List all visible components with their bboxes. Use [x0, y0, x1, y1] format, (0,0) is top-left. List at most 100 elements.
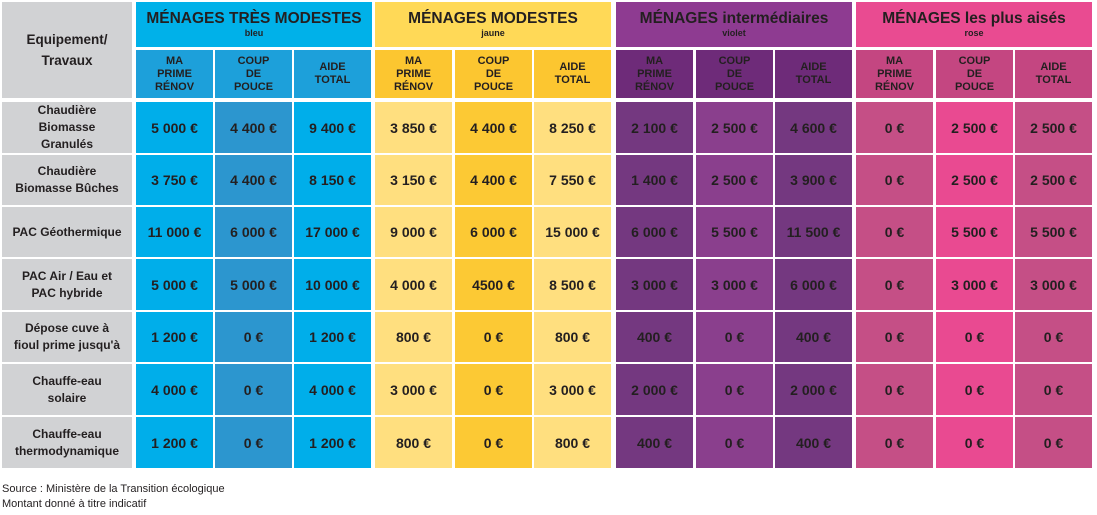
value-cell: 400 €: [616, 312, 693, 362]
value-cell: 2 500 €: [696, 155, 773, 205]
column-header-5: COUP DE POUCE: [455, 50, 532, 98]
value-cell: 0 €: [1015, 417, 1092, 468]
column-header-8: COUP DE POUCE: [696, 50, 773, 98]
column-header-10: MA PRIME RÉNOV: [856, 50, 933, 98]
value-cell: 1 200 €: [294, 417, 371, 468]
value-cell: 5 000 €: [136, 102, 213, 153]
value-cell: 11 500 €: [775, 207, 852, 257]
value-cell: 0 €: [696, 364, 773, 415]
group-header-3: MÉNAGES intermédiaires violet: [616, 2, 852, 47]
column-header-1: MA PRIME RÉNOV: [136, 50, 213, 98]
value-cell: 800 €: [534, 417, 611, 468]
value-cell: 2 500 €: [1015, 102, 1092, 153]
value-cell: 0 €: [215, 312, 292, 362]
value-cell: 0 €: [856, 207, 933, 257]
value-cell: 0 €: [215, 364, 292, 415]
value-cell: 6 000 €: [215, 207, 292, 257]
value-cell: 0 €: [856, 417, 933, 468]
value-cell: 0 €: [215, 417, 292, 468]
value-cell: 3 000 €: [696, 259, 773, 310]
row-label: PAC Air / Eau et PAC hybride: [2, 259, 132, 310]
value-cell: 7 550 €: [534, 155, 611, 205]
value-cell: 0 €: [1015, 312, 1092, 362]
value-cell: 3 000 €: [616, 259, 693, 310]
value-cell: 4 400 €: [455, 102, 532, 153]
row-label: PAC Géothermique: [2, 207, 132, 257]
value-cell: 0 €: [936, 417, 1013, 468]
value-cell: 400 €: [775, 417, 852, 468]
value-cell: 10 000 €: [294, 259, 371, 310]
value-cell: 3 000 €: [1015, 259, 1092, 310]
value-cell: 0 €: [696, 417, 773, 468]
value-cell: 800 €: [534, 312, 611, 362]
group-title: MÉNAGES les plus aisés: [882, 10, 1066, 28]
value-cell: 3 000 €: [936, 259, 1013, 310]
row-label: Chauffe-eau solaire: [2, 364, 132, 415]
row-label: Chaudière Biomasse Granulés: [2, 102, 132, 153]
value-cell: 5 000 €: [136, 259, 213, 310]
group-subtitle: jaune: [481, 27, 505, 38]
value-cell: 2 000 €: [775, 364, 852, 415]
value-cell: 2 500 €: [696, 102, 773, 153]
value-cell: 6 000 €: [616, 207, 693, 257]
value-cell: 11 000 €: [136, 207, 213, 257]
row-label: Chaudière Biomasse Bûches: [2, 155, 132, 205]
value-cell: 9 000 €: [375, 207, 452, 257]
value-cell: 0 €: [936, 312, 1013, 362]
value-cell: 5 500 €: [936, 207, 1013, 257]
column-header-6: AIDE TOTAL: [534, 50, 611, 98]
value-cell: 2 100 €: [616, 102, 693, 153]
value-cell: 9 400 €: [294, 102, 371, 153]
value-cell: 400 €: [775, 312, 852, 362]
value-cell: 0 €: [455, 417, 532, 468]
source-note: Source : Ministère de la Transition écol…: [2, 483, 225, 495]
value-cell: 0 €: [696, 312, 773, 362]
value-cell: 4 000 €: [136, 364, 213, 415]
column-header-2: COUP DE POUCE: [215, 50, 292, 98]
value-cell: 1 400 €: [616, 155, 693, 205]
group-header-1: MÉNAGES TRÈS MODESTES bleu: [136, 2, 372, 47]
value-cell: 15 000 €: [534, 207, 611, 257]
value-cell: 4 000 €: [375, 259, 452, 310]
value-cell: 4 000 €: [294, 364, 371, 415]
value-cell: 5 500 €: [696, 207, 773, 257]
value-cell: 0 €: [856, 259, 933, 310]
column-header-11: COUP DE POUCE: [936, 50, 1013, 98]
value-cell: 5 500 €: [1015, 207, 1092, 257]
value-cell: 1 200 €: [136, 417, 213, 468]
value-cell: 2 500 €: [1015, 155, 1092, 205]
value-cell: 0 €: [856, 312, 933, 362]
value-cell: 0 €: [455, 312, 532, 362]
value-cell: 3 900 €: [775, 155, 852, 205]
value-cell: 3 150 €: [375, 155, 452, 205]
value-cell: 3 850 €: [375, 102, 452, 153]
value-cell: 3 000 €: [375, 364, 452, 415]
aid-table: Equipement/ Travaux MÉNAGES TRÈS MODESTE…: [2, 2, 1092, 468]
group-subtitle: violet: [722, 27, 746, 38]
value-cell: 1 200 €: [136, 312, 213, 362]
value-cell: 4 400 €: [215, 102, 292, 153]
value-cell: 400 €: [616, 417, 693, 468]
corner-header: Equipement/ Travaux: [2, 2, 132, 98]
value-cell: 4 400 €: [215, 155, 292, 205]
value-cell: 6 000 €: [775, 259, 852, 310]
value-cell: 0 €: [1015, 364, 1092, 415]
column-header-12: AIDE TOTAL: [1015, 50, 1092, 98]
group-title: MÉNAGES TRÈS MODESTES: [146, 10, 362, 28]
column-header-7: MA PRIME RÉNOV: [616, 50, 693, 98]
column-header-3: AIDE TOTAL: [294, 50, 371, 98]
value-cell: 0 €: [455, 364, 532, 415]
value-cell: 800 €: [375, 312, 452, 362]
value-cell: 2 000 €: [616, 364, 693, 415]
value-cell: 5 000 €: [215, 259, 292, 310]
group-header-2: MÉNAGES MODESTES jaune: [375, 2, 611, 47]
value-cell: 2 500 €: [936, 155, 1013, 205]
group-subtitle: rose: [964, 27, 984, 38]
group-header-4: MÉNAGES les plus aisés rose: [856, 2, 1092, 47]
group-title: MÉNAGES intermédiaires: [639, 10, 829, 28]
value-cell: 0 €: [856, 102, 933, 153]
value-cell: 0 €: [856, 364, 933, 415]
value-cell: 0 €: [856, 155, 933, 205]
group-title: MÉNAGES MODESTES: [408, 10, 578, 28]
disclaimer-note: Montant donné à titre indicatif: [2, 498, 147, 510]
